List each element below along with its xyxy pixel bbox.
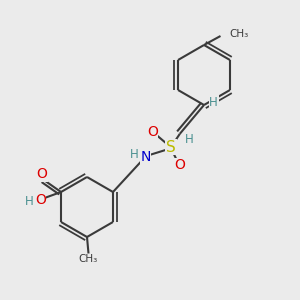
Text: O: O [35,193,46,207]
Text: N: N [140,150,151,164]
Text: H: H [25,195,34,208]
Text: O: O [147,124,158,139]
Text: H: H [184,133,193,146]
Text: H: H [209,95,218,109]
Text: O: O [36,167,47,181]
Text: CH₃: CH₃ [229,29,248,40]
Text: O: O [174,158,185,172]
Text: CH₃: CH₃ [79,254,98,265]
Text: S: S [166,140,176,155]
Text: H: H [130,148,138,161]
